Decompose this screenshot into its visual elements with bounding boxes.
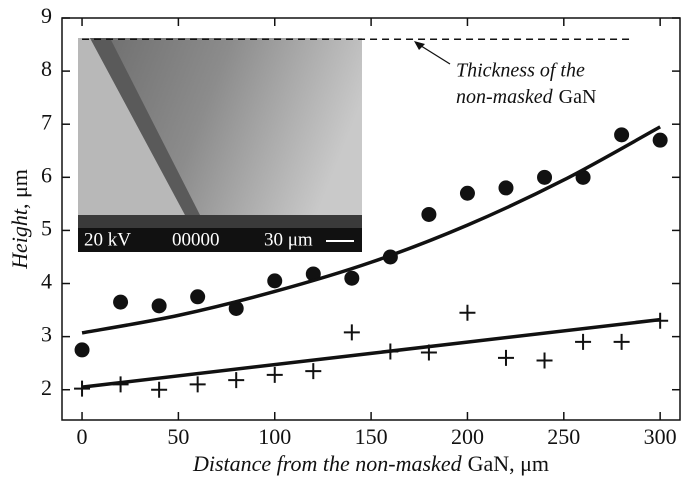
y-tick-label: 2: [41, 375, 52, 400]
data-point: [614, 127, 629, 142]
data-point: [460, 186, 475, 201]
x-tick-label: 200: [451, 424, 484, 449]
data-point: [575, 334, 591, 350]
data-point: [498, 180, 513, 195]
annotation-part: GaN: [559, 86, 597, 108]
y-axis-label: Height, μm: [7, 169, 32, 270]
chart: 20 kV 00000 30 μm Thickness of the non-m…: [0, 0, 684, 483]
annotation-part: non-masked: [456, 86, 554, 108]
arrow-head: [414, 41, 425, 50]
y-tick-label: 5: [41, 215, 52, 240]
x-tick-label: 150: [355, 424, 388, 449]
data-point: [228, 372, 244, 388]
data-point: [344, 271, 359, 286]
inset-image: 20 kV 00000 30 μm: [78, 38, 362, 252]
data-point: [459, 305, 475, 321]
inset-label: 20 kV: [84, 229, 131, 250]
y-tick-label: 6: [41, 162, 52, 187]
y-axis-label-part: Height: [7, 208, 32, 270]
data-point: [75, 342, 90, 357]
data-point: [421, 207, 436, 222]
y-tick-label: 3: [41, 322, 52, 347]
data-point: [151, 382, 167, 398]
annotation-arrow: [418, 44, 450, 64]
data-point: [305, 363, 321, 379]
x-tick-label: 300: [644, 424, 677, 449]
y-tick-label: 4: [41, 269, 52, 294]
data-point: [152, 298, 167, 313]
x-axis-label-part: GaN, μm: [468, 451, 549, 476]
y-tick-label: 9: [41, 3, 52, 28]
fit-line: [82, 320, 660, 387]
y-tick-label: 7: [41, 109, 52, 134]
data-point: [537, 170, 552, 185]
inset-label: 00000: [172, 229, 220, 250]
data-point: [74, 381, 90, 397]
annotation: Thickness of the: [456, 60, 585, 82]
x-tick-label: 100: [258, 424, 291, 449]
data-point: [267, 273, 282, 288]
data-point: [190, 289, 205, 304]
y-tick-label: 8: [41, 56, 52, 81]
x-tick-label: 250: [547, 424, 580, 449]
y-axis-label-part: , μm: [7, 169, 32, 209]
data-point: [190, 376, 206, 392]
data-point: [537, 353, 553, 369]
inset-substrate: [78, 215, 362, 228]
data-point: [267, 367, 283, 383]
inset-label: 30 μm: [264, 229, 313, 250]
data-point: [653, 133, 668, 148]
x-axis-label-part: Distance from the non-masked: [192, 451, 463, 476]
data-point: [614, 334, 630, 350]
data-point: [344, 324, 360, 340]
data-point: [113, 295, 128, 310]
data-point: [498, 350, 514, 366]
x-tick-label: 0: [77, 424, 88, 449]
x-tick-label: 50: [167, 424, 189, 449]
